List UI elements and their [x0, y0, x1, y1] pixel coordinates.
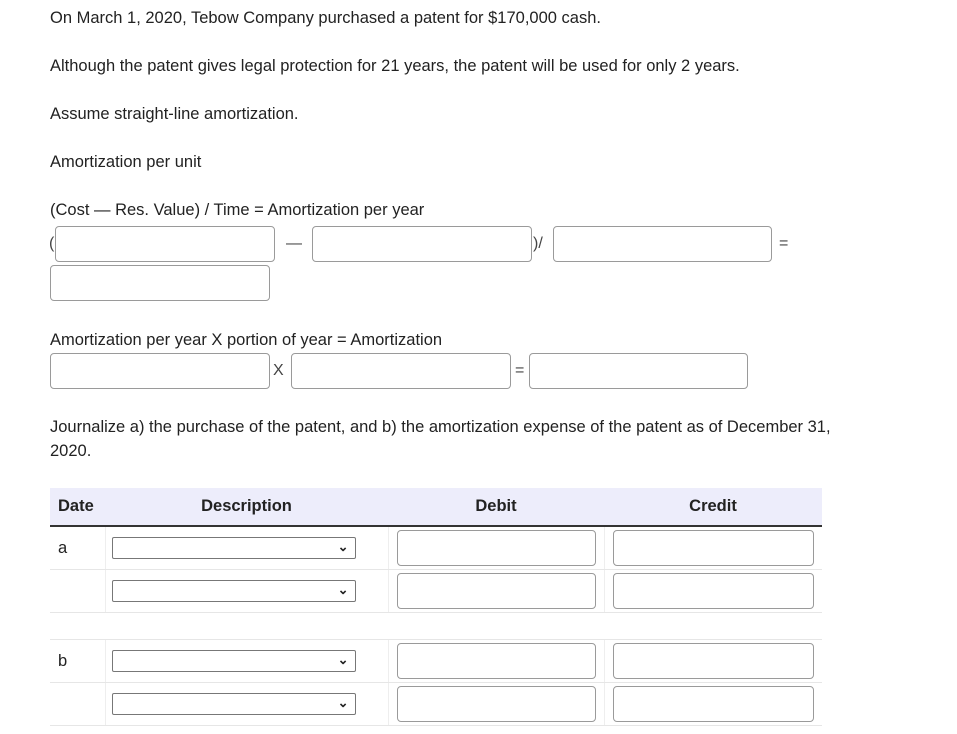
- header-date: Date: [50, 488, 105, 527]
- description-select[interactable]: ⌄: [111, 650, 356, 672]
- problem-line-1: On March 1, 2020, Tebow Company purchase…: [50, 9, 601, 27]
- debit-input[interactable]: [396, 643, 596, 679]
- description-select[interactable]: ⌄: [111, 693, 356, 715]
- table-row: b ⌄: [50, 639, 822, 683]
- journal-instruction-1: Journalize a) the purchase of the patent…: [50, 418, 831, 436]
- chevron-down-icon: ⌄: [337, 582, 349, 597]
- amortization-per-year-input-2[interactable]: [50, 353, 270, 389]
- residual-value-input[interactable]: [312, 226, 532, 262]
- description-select[interactable]: ⌄: [111, 580, 356, 602]
- header-debit: Debit: [388, 488, 604, 527]
- description-select[interactable]: ⌄: [111, 537, 356, 559]
- cost-input[interactable]: [55, 226, 275, 262]
- spacer-row: [50, 612, 822, 640]
- times-sign: X: [273, 362, 284, 379]
- table-row: ⌄: [50, 682, 822, 726]
- problem-line-3: Assume straight-line amortization.: [50, 105, 299, 123]
- debit-input[interactable]: [396, 686, 596, 722]
- formula1-label: (Cost — Res. Value) / Time = Amortizatio…: [50, 201, 425, 219]
- date-cell: a: [50, 526, 106, 570]
- debit-input[interactable]: [396, 573, 596, 609]
- date-cell: b: [50, 639, 106, 683]
- credit-input[interactable]: [612, 686, 814, 722]
- amortization-input[interactable]: [529, 353, 748, 389]
- minus-sign: —: [286, 235, 302, 252]
- table-row: a ⌄: [50, 526, 822, 570]
- date-cell: [50, 569, 106, 613]
- chevron-down-icon: ⌄: [337, 652, 349, 667]
- credit-input[interactable]: [612, 530, 814, 566]
- time-input[interactable]: [553, 226, 772, 262]
- header-description: Description: [105, 488, 388, 527]
- chevron-down-icon: ⌄: [337, 539, 349, 554]
- debit-input[interactable]: [396, 530, 596, 566]
- journal-table: Date Description Debit Credit a ⌄ ⌄ b ⌄: [50, 488, 822, 726]
- credit-input[interactable]: [612, 573, 814, 609]
- equals-sign: =: [779, 235, 789, 252]
- table-row: ⌄: [50, 569, 822, 613]
- portion-of-year-input[interactable]: [291, 353, 511, 389]
- problem-line-4: Amortization per unit: [50, 153, 202, 171]
- chevron-down-icon: ⌄: [337, 695, 349, 710]
- credit-input[interactable]: [612, 643, 814, 679]
- header-credit: Credit: [604, 488, 822, 527]
- problem-line-2: Although the patent gives legal protecti…: [50, 57, 740, 75]
- date-cell: [50, 682, 106, 726]
- amortization-per-year-input[interactable]: [50, 265, 270, 301]
- close-paren-divide: )/: [533, 235, 543, 252]
- equals-sign-2: =: [515, 362, 525, 379]
- journal-instruction-2: 2020.: [50, 442, 92, 460]
- open-paren: (: [49, 235, 55, 252]
- formula2-label: Amortization per year X portion of year …: [50, 331, 443, 349]
